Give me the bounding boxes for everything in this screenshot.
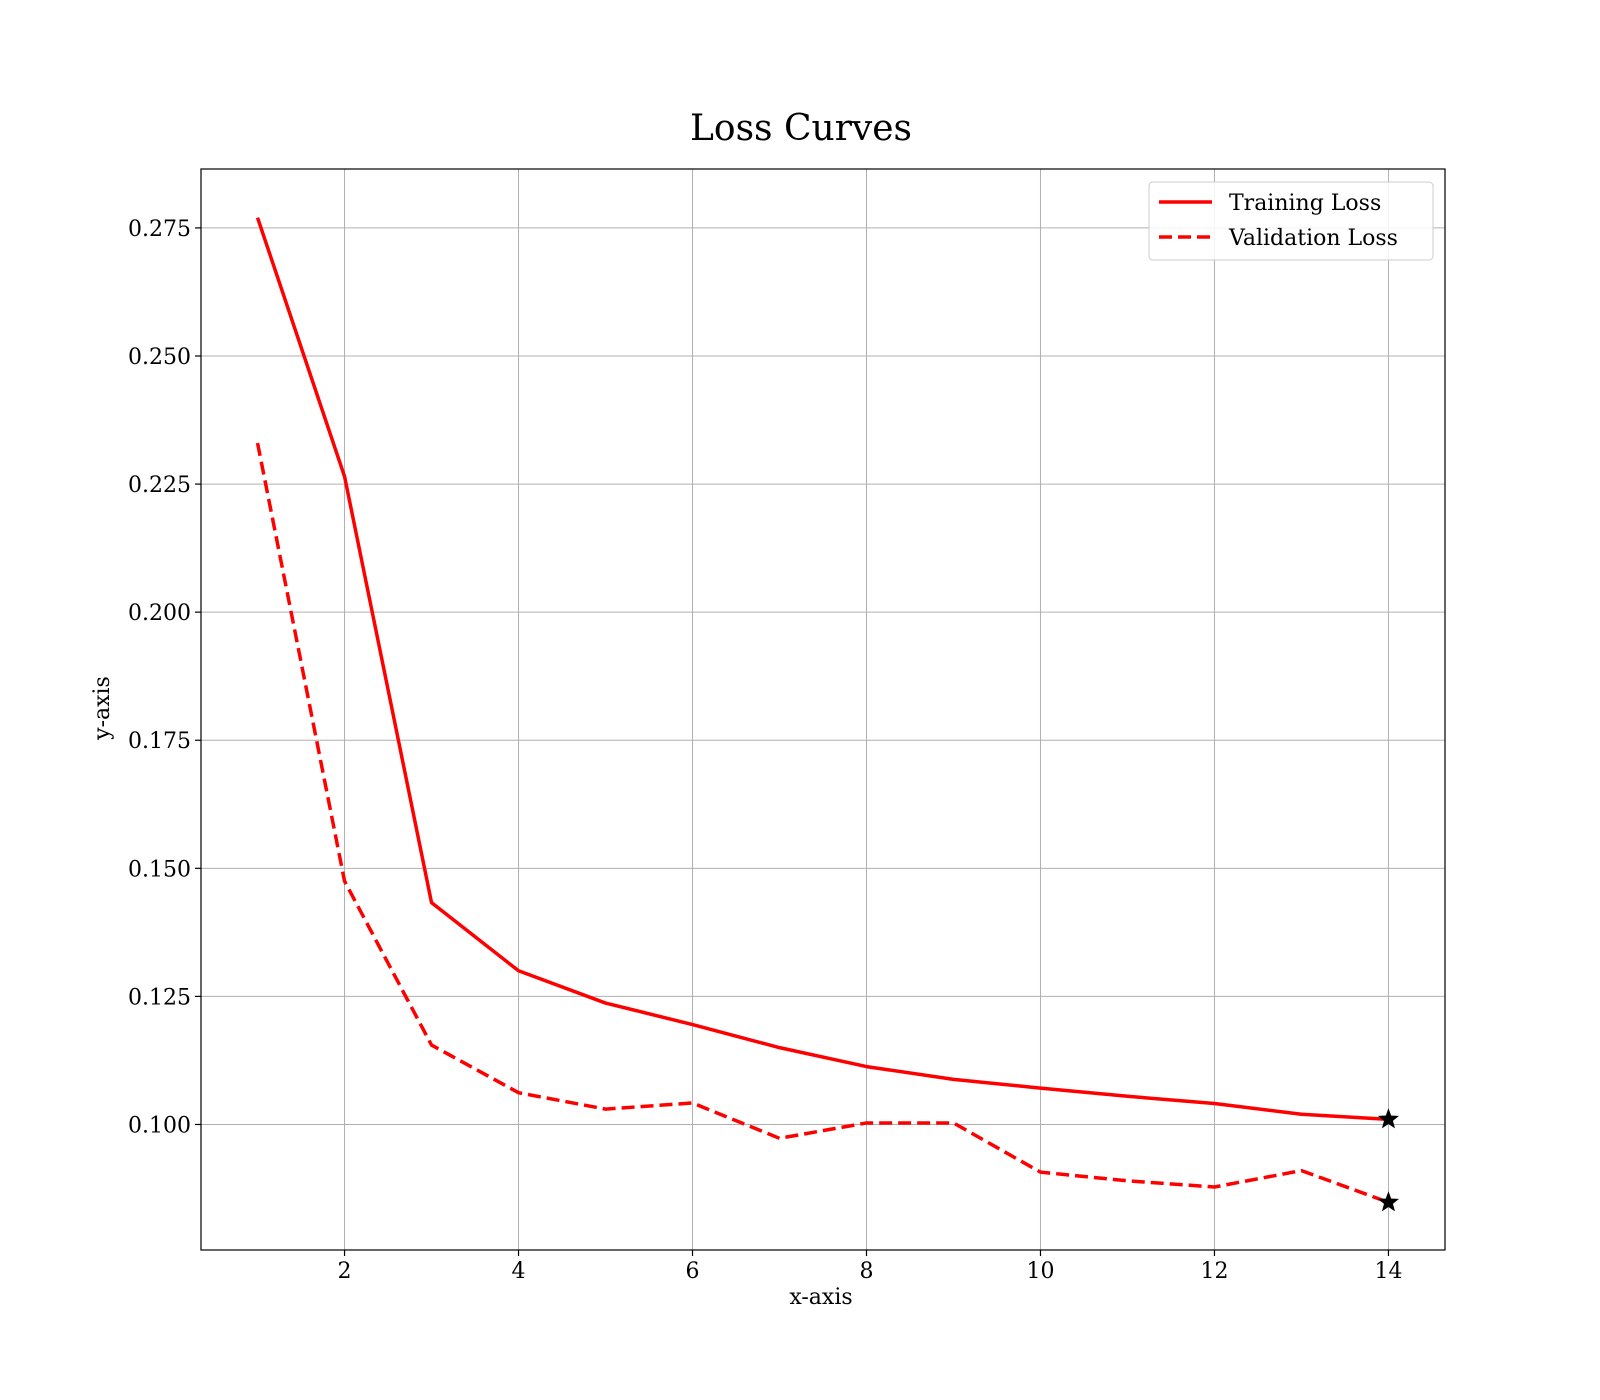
x-tick-label: 4 (512, 1259, 526, 1284)
legend-label: Training Loss (1229, 191, 1381, 216)
y-tick-label: 0.175 (128, 729, 191, 754)
markers-group (1377, 1108, 1400, 1212)
plot-frame (200, 168, 1446, 1251)
y-tick-label: 0.275 (128, 217, 191, 242)
grid (201, 169, 1445, 1250)
x-tick-label: 6 (686, 1259, 700, 1284)
y-axis-ticks: 0.100 0.125 0.150 0.175 0.200 0.225 0.250 0.275 (128, 217, 201, 1138)
x-axis-ticks: 2 4 6 8 10 12 14 (338, 1250, 1402, 1284)
y-tick-label: 0.150 (128, 857, 191, 882)
series-line-1 (255, 217, 1389, 1122)
legend: Training Loss Validation Loss (1148, 181, 1434, 261)
y-tick-label: 0.225 (128, 473, 191, 498)
legend-label: Validation Loss (1228, 226, 1398, 251)
y-tick-label: 0.200 (128, 601, 191, 626)
x-tick-label: 10 (1026, 1259, 1054, 1284)
x-axis-label: x-axis (789, 1285, 852, 1310)
x-tick-label: 12 (1200, 1259, 1228, 1284)
series-group (255, 217, 1390, 1204)
series-line-2 (255, 442, 1390, 1204)
legend-box (1148, 181, 1434, 261)
star-marker-icon (1377, 1191, 1400, 1212)
star-marker-icon (1377, 1108, 1400, 1129)
x-tick-label: 2 (338, 1259, 352, 1284)
y-tick-label: 0.100 (128, 1113, 191, 1138)
y-axis-label: y-axis (90, 676, 115, 741)
x-tick-label: 14 (1374, 1259, 1402, 1284)
y-tick-label: 0.125 (128, 985, 191, 1010)
x-tick-label: 8 (859, 1259, 873, 1284)
y-tick-label: 0.250 (128, 345, 191, 370)
chart-title: Loss Curves (690, 108, 912, 149)
